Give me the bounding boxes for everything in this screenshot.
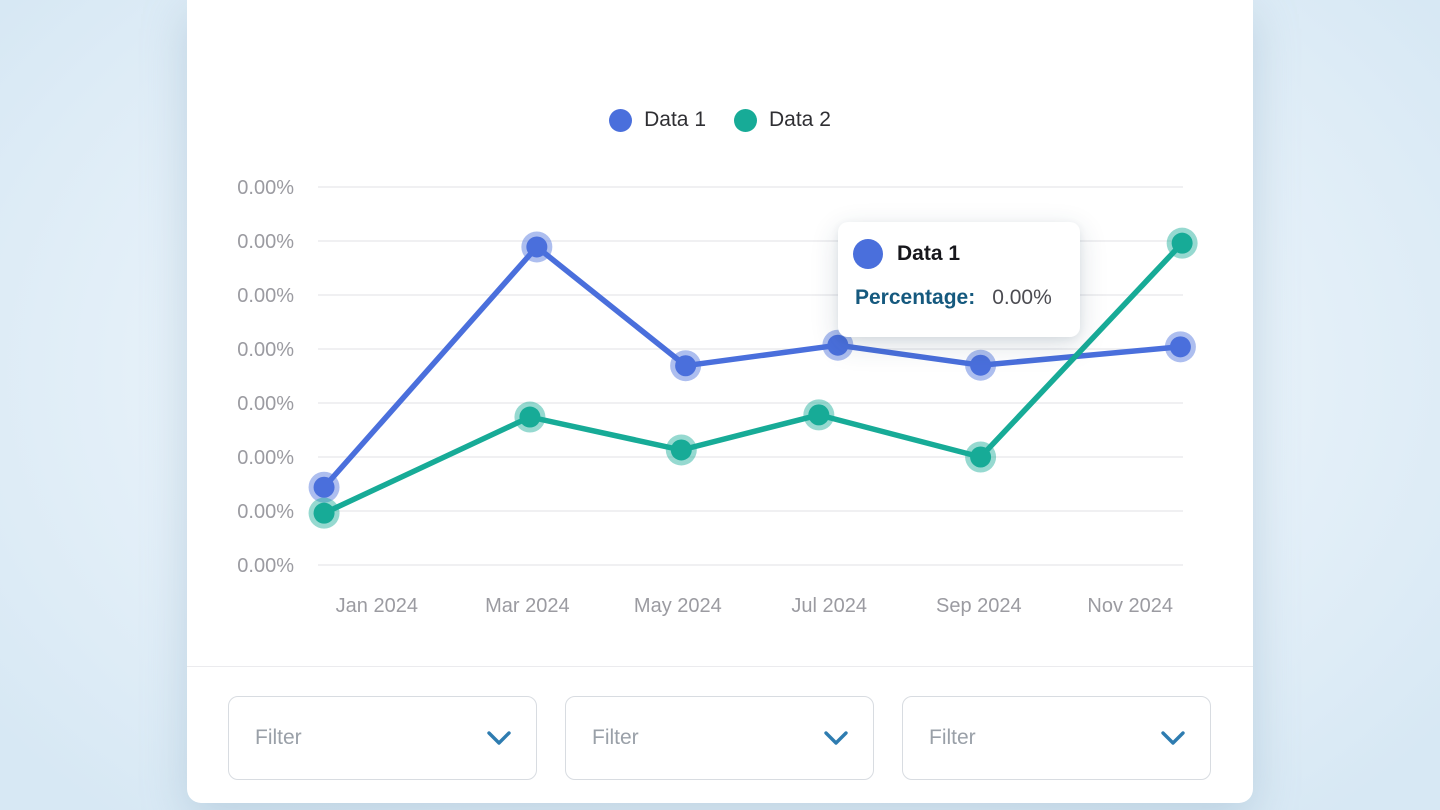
tooltip-header: Data 1 [853,239,1064,269]
y-axis-tick-label: 0.00% [237,231,294,253]
x-axis-tick-label: May 2024 [634,595,722,617]
x-axis-tick-label: Mar 2024 [485,595,569,617]
data-point-marker[interactable] [526,236,548,258]
data-point-marker[interactable] [313,476,335,498]
data-point-marker[interactable] [1171,232,1193,254]
chart-legend: Data 1 Data 2 [187,108,1253,132]
data-point-marker[interactable] [808,404,830,426]
filter-placeholder: Filter [255,726,302,749]
legend-label-data-1: Data 1 [644,108,706,131]
y-axis-tick-label: 0.00% [237,339,294,361]
tooltip-body: Percentage: 0.00% [853,286,1064,310]
filter-bar: Filter Filter Filter [228,696,1211,780]
data-point-marker[interactable] [519,406,541,428]
y-axis-tick-label: 0.00% [237,393,294,415]
x-axis-tick-label: Nov 2024 [1087,595,1173,617]
chevron-down-icon [1161,731,1185,745]
data-point-marker[interactable] [670,439,692,461]
chevron-down-icon [824,731,848,745]
line-chart-canvas[interactable]: 0.00% 0.00% 0.00% 0.00% 0.00% 0.00% 0.00% 0.00%… [187,160,1253,630]
card-divider [187,666,1253,667]
legend-item-data-1[interactable]: Data 1 [609,108,706,132]
data-point-marker[interactable] [1169,336,1191,358]
tooltip-metric-label: Percentage: [855,286,976,309]
legend-dot-data-2-icon [734,108,757,132]
y-axis-tick-label: 0.00% [237,555,294,577]
series-line-data-1 [321,244,1184,490]
x-axis-tick-label: Sep 2024 [936,595,1022,617]
y-axis-tick-label: 0.00% [237,285,294,307]
data-point-marker[interactable] [970,354,992,376]
data-point-marker[interactable] [827,334,849,356]
filter-dropdown-3[interactable]: Filter [902,696,1211,780]
series-line-data-2 [321,240,1185,516]
tooltip-metric-value: 0.00% [992,286,1052,309]
legend-item-data-2[interactable]: Data 2 [734,108,831,132]
x-axis-tick-label: Jul 2024 [791,595,867,617]
chart-tooltip: Data 1 Percentage: 0.00% [838,222,1080,337]
chart-card: Data 1 Data 2 0.00% 0.00% 0.00% 0.00% 0.00% 0… [187,0,1253,803]
filter-dropdown-2[interactable]: Filter [565,696,874,780]
data-point-marker[interactable] [675,355,697,377]
data-point-marker[interactable] [313,502,335,524]
y-axis-tick-label: 0.00% [237,177,294,199]
filter-dropdown-1[interactable]: Filter [228,696,537,780]
filter-placeholder: Filter [929,726,976,749]
filter-placeholder: Filter [592,726,639,749]
tooltip-series-name: Data 1 [897,242,961,265]
tooltip-series-dot-icon [853,239,883,269]
chevron-down-icon [487,731,511,745]
y-axis-tick-label: 0.00% [237,447,294,469]
data-point-marker[interactable] [970,446,992,468]
legend-label-data-2: Data 2 [769,108,831,131]
y-axis-tick-label: 0.00% [237,501,294,523]
legend-dot-data-1-icon [609,108,633,132]
x-axis-tick-label: Jan 2024 [336,595,418,617]
